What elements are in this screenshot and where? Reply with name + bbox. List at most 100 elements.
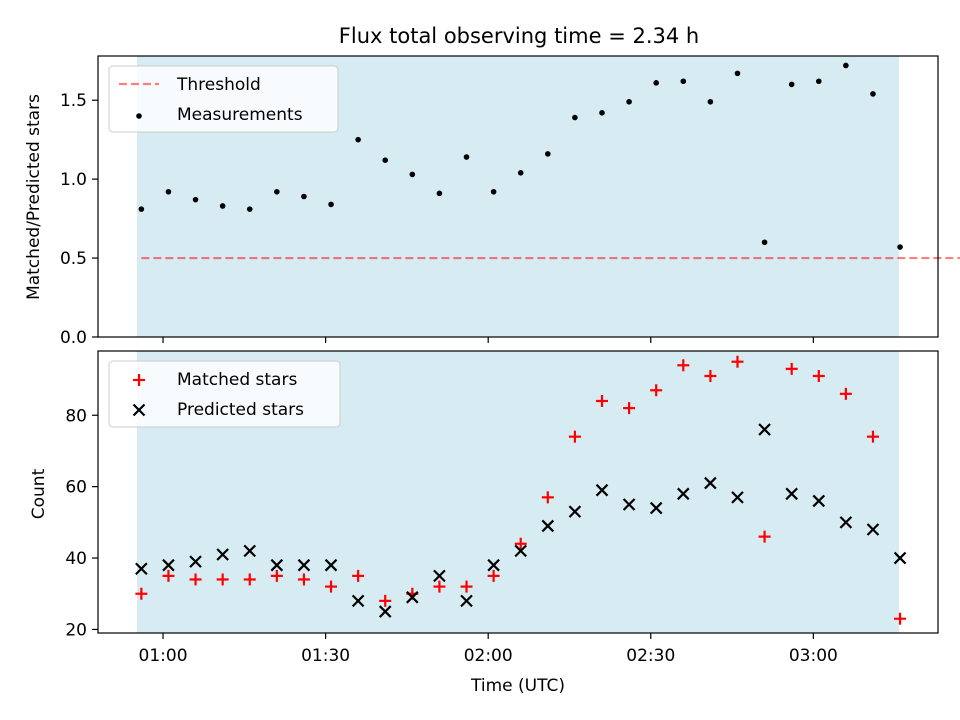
matched-legend-label: Matched stars <box>177 370 297 390</box>
count-panel-frame <box>97 350 939 634</box>
ratio-panel: 0.0 0.5 1.0 1.5 Matched/Predicted stars Thr… <box>24 55 960 348</box>
predicted-legend-label: Predicted stars <box>177 400 304 420</box>
measurement-point <box>409 171 416 178</box>
matched-star-point <box>541 491 554 504</box>
matched-star-point <box>785 362 798 375</box>
predicted-star-point <box>270 558 284 572</box>
predicted-star-point <box>351 594 365 608</box>
count-x-axis: 01:00 01:30 02:00 02:30 03:00 <box>139 633 838 666</box>
measurement-point <box>843 62 849 69</box>
predicted-star-point <box>595 483 609 497</box>
predicted-star-point <box>893 551 907 565</box>
measurement-point <box>897 244 903 250</box>
measurement-point <box>246 206 253 212</box>
predicted-star-point <box>162 558 175 572</box>
predicted-star-point <box>433 569 446 583</box>
ratio-y-axis-label: Matched/Predicted stars <box>24 94 44 300</box>
count-y-axis: 20 40 60 80 <box>65 406 98 640</box>
measurement-point <box>788 81 795 88</box>
predicted-star-point <box>839 516 853 529</box>
matched-star-point <box>325 580 338 593</box>
predicted-star-point <box>406 591 419 604</box>
measurement-point <box>463 154 470 160</box>
predicted-star-point <box>487 558 500 572</box>
measurement-point <box>572 114 578 121</box>
predicted-star-point <box>812 494 826 508</box>
ratio-legend: Threshold Measurements <box>108 65 339 133</box>
matched-star-point <box>379 594 392 607</box>
matched-star-point <box>297 573 310 586</box>
matched-star-point <box>704 369 717 382</box>
predicted-star-point <box>243 544 257 558</box>
chart-title: Flux total observing time = 2.34 h <box>339 24 699 48</box>
measurements-legend-swatch <box>136 113 142 119</box>
matched-star-point <box>731 355 744 368</box>
matched-star-point <box>758 530 771 543</box>
measurement-point <box>192 196 199 203</box>
measurement-point <box>436 190 443 197</box>
count-y-tick-label: 20 <box>65 620 87 640</box>
measurement-point <box>382 157 389 163</box>
count-y-tick-label: 40 <box>65 549 87 569</box>
ratio-y-tick-label: 0.0 <box>60 328 87 348</box>
measurement-point <box>355 136 361 143</box>
matched-star-point <box>866 430 879 443</box>
measurement-point <box>815 78 822 85</box>
x-tick-label: 03:00 <box>789 646 838 666</box>
ratio-panel-frame <box>97 55 939 338</box>
count-y-tick-label: 60 <box>65 478 87 498</box>
predicted-star-point <box>731 491 744 504</box>
measurements-legend-label: Measurements <box>177 105 303 125</box>
predicted-star-point <box>135 562 148 576</box>
predicted-legend-swatch <box>132 403 146 417</box>
measurement-point <box>653 80 659 86</box>
matched-star-point <box>650 384 663 397</box>
predicted-star-point <box>704 476 717 490</box>
matched-star-point <box>514 537 527 550</box>
matched-star-point <box>433 580 446 593</box>
measurement-point <box>626 98 632 105</box>
x-tick-label: 02:30 <box>626 646 675 666</box>
count-legend: Matched stars Predicted stars <box>108 360 341 428</box>
measurement-point <box>734 70 741 77</box>
measurement-point <box>680 78 687 85</box>
matched-star-point <box>623 402 636 415</box>
predicted-star-point <box>622 498 636 511</box>
measurement-point <box>301 193 307 200</box>
measurement-point <box>707 98 714 105</box>
measurement-point <box>274 188 280 195</box>
count-y-tick-label: 80 <box>65 406 87 426</box>
x-axis-label: Time (UTC) <box>470 676 565 696</box>
predicted-star-point <box>378 605 392 618</box>
predicted-star-point <box>189 555 202 568</box>
matched-star-point <box>812 369 825 382</box>
matched-star-point <box>460 580 473 593</box>
matched-star-point <box>162 569 175 582</box>
count-legend-box <box>108 360 341 428</box>
matched-legend-swatch <box>133 374 145 386</box>
predicted-star-point <box>460 594 473 608</box>
matched-star-point <box>839 387 852 400</box>
ratio-legend-box <box>108 65 339 133</box>
ratio-x-ticks <box>162 337 814 343</box>
matched-star-point <box>568 430 581 443</box>
predicted-star-point <box>541 519 555 533</box>
count-marks <box>135 355 907 625</box>
matched-star-point <box>270 569 283 582</box>
measurement-point <box>219 203 226 209</box>
matched-star-point <box>677 359 690 372</box>
matched-star-point <box>243 573 256 586</box>
ratio-y-tick-label: 0.5 <box>60 249 87 269</box>
count-panel: 20 40 60 80 01:00 01:30 02:00 02:30 03:00 Count… <box>29 350 939 696</box>
matched-star-point <box>135 587 148 600</box>
matched-star-point <box>189 573 202 586</box>
ratio-y-tick-label: 1.0 <box>60 170 87 190</box>
predicted-star-point <box>758 423 771 436</box>
measurement-point <box>490 188 497 195</box>
matched-star-point <box>216 573 229 586</box>
measurement-point <box>599 110 605 116</box>
ratio-y-axis: 0.0 0.5 1.0 1.5 <box>60 91 98 348</box>
predicted-star-point <box>297 558 311 572</box>
matched-star-point <box>487 569 500 582</box>
